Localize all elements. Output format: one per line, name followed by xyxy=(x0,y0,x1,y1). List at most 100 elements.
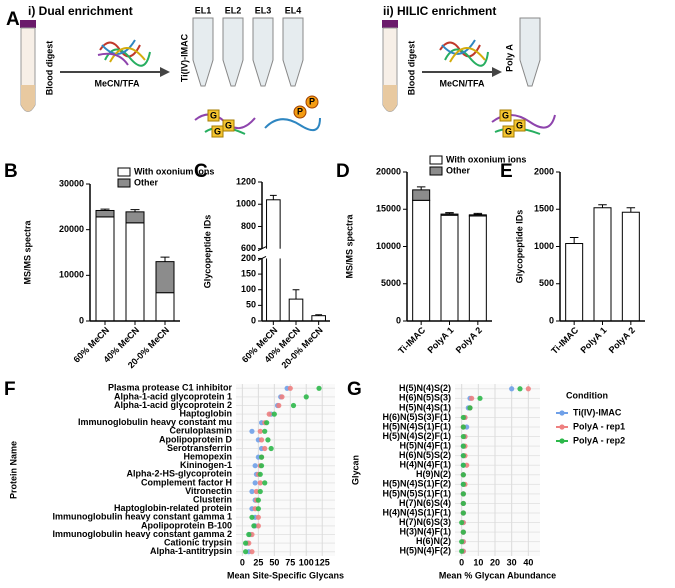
tips xyxy=(192,17,304,87)
error-bar xyxy=(160,256,170,262)
y-tick-label: Alpha-2-HS-glycoprotein xyxy=(126,469,232,479)
y-tick-label: Alpha-1-antitrypsin xyxy=(150,546,232,556)
legend-label: Other xyxy=(446,165,471,175)
point xyxy=(477,395,483,401)
y-tick-label: H(4)N(4)S(1)F(1) xyxy=(383,507,452,517)
point xyxy=(249,514,255,520)
point xyxy=(460,453,466,459)
phospho-tag: P xyxy=(297,106,303,116)
x-tick-label: 75 xyxy=(285,557,295,567)
y-tick-label: 20000 xyxy=(376,166,401,176)
bar xyxy=(565,243,584,322)
glycan-tag: G xyxy=(214,126,221,136)
legend-swatch xyxy=(117,167,131,177)
legend-label: PolyA - rep1 xyxy=(573,421,625,431)
legend-label: Ti(IV)-IMAC xyxy=(573,407,622,417)
error-bar xyxy=(292,289,300,300)
y-tick-label: Hemopexin xyxy=(183,451,232,461)
column-label: Poly A xyxy=(504,44,514,72)
bar xyxy=(593,207,612,322)
y-tick-label: H(4)N(4)F(1) xyxy=(400,460,452,470)
tube-cap xyxy=(382,20,398,28)
phospho-tag: P xyxy=(309,96,315,106)
point xyxy=(246,531,252,538)
x-tick-label: 10 xyxy=(473,557,483,567)
panel-letter: C xyxy=(194,161,208,182)
legend-swatch xyxy=(429,166,443,176)
sample-label: Blood digest xyxy=(406,41,416,96)
legend-dot xyxy=(559,424,565,430)
legend-label: With oxonium ions xyxy=(134,166,214,176)
point xyxy=(290,402,297,409)
y-tick-label: 200 xyxy=(241,253,256,263)
y-tick-label: 500 xyxy=(539,278,554,288)
y-tick-label: 50 xyxy=(246,300,256,310)
bar xyxy=(440,214,459,322)
y-tick-label: 0 xyxy=(396,315,401,325)
point xyxy=(460,510,466,516)
plot-area xyxy=(236,384,335,556)
y-tick-label: 10000 xyxy=(59,270,84,280)
x-tick-label: PolyA 1 xyxy=(425,325,455,355)
x-tick-label: 100 xyxy=(299,557,314,567)
y-tick-label: Haptoglobin xyxy=(180,408,233,418)
y-tick-label: Alpha-1-acid glycoprotein 2 xyxy=(114,400,232,410)
legend-label: Other xyxy=(134,177,159,187)
tube-cap xyxy=(20,20,36,28)
x-axis-label: Mean Site-Specific Glycans xyxy=(227,570,344,580)
point xyxy=(262,445,268,452)
y-tick-label: 800 xyxy=(241,221,256,231)
y-tick-label: H(3)N(4)F(1) xyxy=(400,526,452,536)
bar xyxy=(621,211,640,322)
point xyxy=(258,463,265,469)
bar xyxy=(266,199,281,322)
y-tick-label: Immunoglobulin heavy constant gamma 2 xyxy=(52,529,232,539)
y-tick-label: Immunoglobulin heavy constant mu xyxy=(78,417,232,427)
y-tick-label: H(6)N(5)S(3)F(1) xyxy=(383,412,452,422)
y-tick-label: Complement factor H xyxy=(141,477,232,487)
y-tick-label: H(6)N(5)S(3) xyxy=(399,393,451,403)
y-axis-label: MS/MS spectra xyxy=(344,214,354,279)
legend-label: PolyA - rep2 xyxy=(573,435,625,445)
point xyxy=(460,443,466,449)
y-tick-label: Cationic trypsin xyxy=(164,537,232,547)
y-tick-label: H(5)N(4)S(1)F(2) xyxy=(383,479,452,489)
point xyxy=(257,428,263,434)
panel-letter: A xyxy=(6,9,20,30)
y-axis-label: Glycopeptide IDs xyxy=(514,210,524,284)
point xyxy=(303,394,309,400)
fraction-label: EL3 xyxy=(255,5,272,15)
point xyxy=(460,472,466,478)
reagent-label: MeCN/TFA xyxy=(440,78,486,88)
point xyxy=(253,488,260,495)
point xyxy=(257,471,263,477)
bar xyxy=(311,315,326,322)
bar xyxy=(412,199,431,322)
y-tick-label: H(5)N(4)F(2) xyxy=(400,546,452,556)
y-tick-label: H(5)N(4)S(2)F(1) xyxy=(383,431,452,441)
legend-swatch xyxy=(429,155,443,165)
point xyxy=(249,428,255,434)
y-axis-label: Glycopeptide IDs xyxy=(202,215,212,289)
y-tick-label: Vitronectin xyxy=(185,486,232,496)
y-tick-label: H(9)N(2) xyxy=(416,469,451,479)
panel-letter: B xyxy=(4,161,18,182)
x-tick-label: 25 xyxy=(253,557,263,567)
x-tick-label: 0 xyxy=(240,557,245,567)
point xyxy=(287,385,293,391)
point xyxy=(249,488,255,495)
point xyxy=(268,445,274,452)
legend-dot xyxy=(559,438,565,444)
point xyxy=(255,514,261,520)
point xyxy=(460,481,466,487)
y-tick-label: H(7)N(6)S(3) xyxy=(399,517,451,527)
bar xyxy=(412,189,431,201)
y-tick-label: 15000 xyxy=(376,204,401,214)
point xyxy=(279,394,285,400)
y-tick-label: 10000 xyxy=(376,241,401,251)
point xyxy=(459,519,465,526)
bar xyxy=(468,215,487,322)
bar xyxy=(155,261,175,294)
point xyxy=(262,480,268,486)
